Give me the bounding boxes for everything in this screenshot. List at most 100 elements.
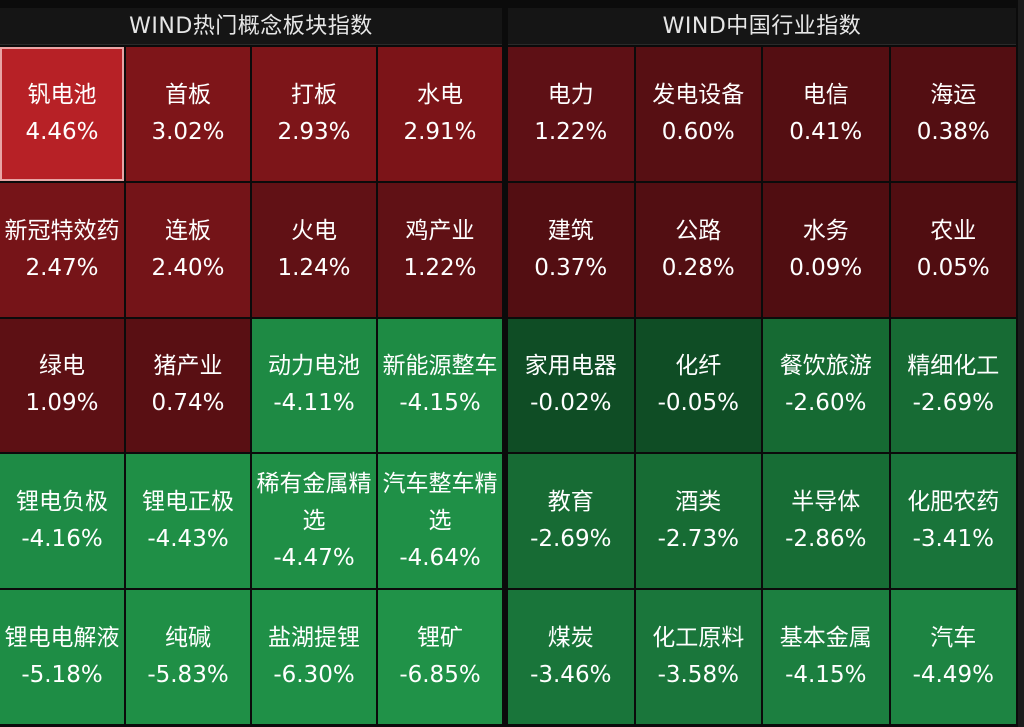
heatmap-tile[interactable]: 煤炭 -3.46% <box>508 590 634 724</box>
tile-change-percent: -2.60% <box>785 390 867 417</box>
heatmap-tile[interactable]: 家用电器 -0.02% <box>508 318 634 453</box>
tile-name: 锂矿 <box>417 625 463 652</box>
tile-change-percent: 1.09% <box>25 390 99 417</box>
heatmap-tile[interactable]: 新冠特效药 2.47% <box>0 182 124 317</box>
concept-heatmap-grid: 钒电池 4.46% 首板 3.02% 打板 2.93% 水电 2.91% 新冠特效药 2.47% 连… <box>0 47 502 724</box>
panel-title: WIND中国行业指数 <box>508 8 1016 45</box>
tile-name: 精细化工 <box>907 353 1000 380</box>
tile-change-percent: -2.86% <box>785 526 867 553</box>
tile-change-percent: 0.38% <box>916 118 990 145</box>
heatmap-tile[interactable]: 精细化工 -2.69% <box>890 318 1016 453</box>
heatmap-tile[interactable]: 半导体 -2.86% <box>763 454 889 589</box>
tile-change-percent: 1.22% <box>534 118 608 145</box>
heatmap-tile[interactable]: 农业 0.05% <box>890 182 1016 317</box>
tile-name: 动力电池 <box>268 353 360 380</box>
concept-index-panel: WIND热门概念板块指数 钒电池 4.46% 首板 3.02% 打板 2.93% 水电 2.9… <box>0 8 502 724</box>
heatmap-tile[interactable]: 化工原料 -3.58% <box>635 590 761 724</box>
tile-change-percent: -0.05% <box>657 390 739 417</box>
tile-name: 海运 <box>930 81 977 108</box>
tile-change-percent: -6.30% <box>273 662 355 689</box>
tile-change-percent: -4.16% <box>21 526 103 553</box>
heatmap-tile[interactable]: 钒电池 4.46% <box>0 47 124 181</box>
heatmap-tile[interactable]: 餐饮旅游 -2.60% <box>763 318 889 453</box>
heatmap-tile[interactable]: 化肥农药 -3.41% <box>890 454 1016 589</box>
tile-name: 酒类 <box>675 489 722 516</box>
tile-name: 锂电负极 <box>16 489 108 516</box>
tile-change-percent: 0.60% <box>661 118 735 145</box>
heatmap-tile[interactable]: 海运 0.38% <box>890 47 1016 181</box>
tile-change-percent: -5.83% <box>147 662 229 689</box>
tile-change-percent: -4.64% <box>399 544 481 571</box>
tile-change-percent: -3.58% <box>657 662 739 689</box>
heatmap-tile[interactable]: 纯碱 -5.83% <box>126 590 250 724</box>
heatmap-tile[interactable]: 酒类 -2.73% <box>635 454 761 589</box>
heatmap-tile[interactable]: 水电 2.91% <box>378 47 502 181</box>
tile-name: 煤炭 <box>547 625 594 652</box>
industry-heatmap-grid: 电力 1.22% 发电设备 0.60% 电信 0.41% 海运 0.38% 建筑 0.37% 公路 0… <box>508 47 1016 724</box>
tile-name: 发电设备 <box>652 81 745 108</box>
heatmap-tile[interactable]: 电力 1.22% <box>508 47 634 181</box>
tile-change-percent: -4.15% <box>785 662 867 689</box>
heatmap-tile[interactable]: 锂电正极 -4.43% <box>126 454 250 589</box>
tile-change-percent: -4.15% <box>399 390 481 417</box>
heatmap-tile[interactable]: 稀有金属精选 -4.47% <box>252 454 376 589</box>
tile-name: 汽车整车精选 <box>382 470 498 534</box>
tile-name: 稀有金属精选 <box>256 470 372 534</box>
heatmap-tile[interactable]: 汽车 -4.49% <box>890 590 1016 724</box>
tile-name: 水电 <box>417 81 463 108</box>
heatmap-tile[interactable]: 鸡产业 1.22% <box>378 182 502 317</box>
heatmap-tile[interactable]: 猪产业 0.74% <box>126 318 250 453</box>
tile-name: 餐饮旅游 <box>779 353 872 380</box>
tile-change-percent: -6.85% <box>399 662 481 689</box>
heatmap-tile[interactable]: 建筑 0.37% <box>508 182 634 317</box>
tile-name: 水务 <box>802 217 849 244</box>
heatmap-tile[interactable]: 锂矿 -6.85% <box>378 590 502 724</box>
tile-name: 钒电池 <box>27 81 97 108</box>
heatmap-tile[interactable]: 水务 0.09% <box>763 182 889 317</box>
tile-name: 锂电正极 <box>142 489 234 516</box>
tile-change-percent: -3.46% <box>530 662 612 689</box>
heatmap-tile[interactable]: 汽车整车精选 -4.64% <box>378 454 502 589</box>
tile-name: 鸡产业 <box>405 217 475 244</box>
tile-change-percent: 3.02% <box>151 118 225 145</box>
heatmap-tile[interactable]: 盐湖提锂 -6.30% <box>252 590 376 724</box>
tile-name: 基本金属 <box>779 625 872 652</box>
heatmap-tile[interactable]: 火电 1.24% <box>252 182 376 317</box>
tile-change-percent: 2.47% <box>25 254 99 281</box>
tile-change-percent: 2.40% <box>151 254 225 281</box>
tile-change-percent: 1.22% <box>403 254 477 281</box>
heatmap-tile[interactable]: 锂电电解液 -5.18% <box>0 590 124 724</box>
heatmap-tile[interactable]: 动力电池 -4.11% <box>252 318 376 453</box>
tile-name: 半导体 <box>791 489 861 516</box>
tile-change-percent: -2.69% <box>530 526 612 553</box>
tile-name: 化工原料 <box>652 625 745 652</box>
tile-change-percent: -4.11% <box>273 390 355 417</box>
tile-change-percent: -2.73% <box>657 526 739 553</box>
heatmap-tile[interactable]: 教育 -2.69% <box>508 454 634 589</box>
heatmap-tile[interactable]: 发电设备 0.60% <box>635 47 761 181</box>
tile-change-percent: -2.69% <box>912 390 994 417</box>
heatmap-tile[interactable]: 绿电 1.09% <box>0 318 124 453</box>
heatmap-tile[interactable]: 连板 2.40% <box>126 182 250 317</box>
tile-name: 电信 <box>802 81 849 108</box>
tile-change-percent: -4.43% <box>147 526 229 553</box>
heatmap-tile[interactable]: 首板 3.02% <box>126 47 250 181</box>
heatmap-tile[interactable]: 锂电负极 -4.16% <box>0 454 124 589</box>
tile-change-percent: 0.41% <box>789 118 863 145</box>
heatmap-tile[interactable]: 化纤 -0.05% <box>635 318 761 453</box>
tile-change-percent: 0.74% <box>151 390 225 417</box>
heatmap-tile[interactable]: 基本金属 -4.15% <box>763 590 889 724</box>
tile-name: 电力 <box>547 81 594 108</box>
heatmap-tile[interactable]: 电信 0.41% <box>763 47 889 181</box>
tile-name: 家用电器 <box>524 353 617 380</box>
tile-name: 猪产业 <box>153 353 223 380</box>
heatmap-tile[interactable]: 新能源整车 -4.15% <box>378 318 502 453</box>
adjacent-panel-edge <box>1018 0 1024 727</box>
panel-title: WIND热门概念板块指数 <box>0 8 502 45</box>
heatmap-tile[interactable]: 打板 2.93% <box>252 47 376 181</box>
tile-change-percent: 0.09% <box>789 254 863 281</box>
tile-change-percent: -4.49% <box>912 662 994 689</box>
tile-change-percent: 1.24% <box>277 254 351 281</box>
heatmap-tile[interactable]: 公路 0.28% <box>635 182 761 317</box>
tile-change-percent: 0.37% <box>534 254 608 281</box>
